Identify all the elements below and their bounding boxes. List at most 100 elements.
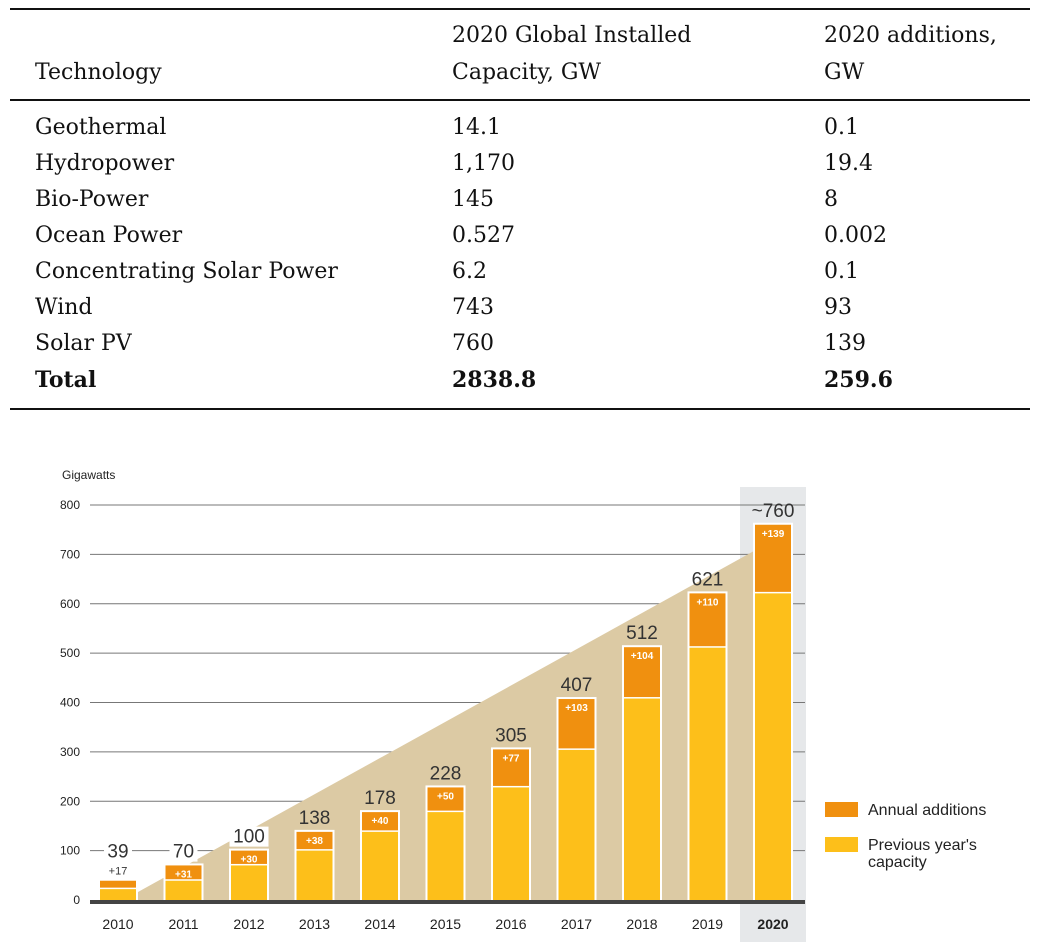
bar-previous-capacity bbox=[427, 812, 464, 900]
table-bottom-rule bbox=[10, 408, 1030, 410]
bar-previous-capacity bbox=[165, 880, 202, 900]
x-tick-label: 2015 bbox=[430, 916, 461, 932]
addition-label: +50 bbox=[437, 791, 454, 802]
total-cell: 259.6 bbox=[824, 367, 893, 393]
bar-annual-addition bbox=[493, 749, 529, 786]
table-cell: 139 bbox=[824, 331, 866, 356]
bar-annual-addition bbox=[427, 787, 464, 811]
bar-annual-addition bbox=[689, 593, 726, 647]
bar-annual-addition bbox=[624, 647, 660, 698]
y-tick-label: 100 bbox=[60, 844, 80, 858]
addition-label: +38 bbox=[306, 836, 323, 847]
legend-label-previous-line2: capacity bbox=[868, 854, 927, 871]
total-label: 407 bbox=[561, 675, 593, 696]
total-label: 138 bbox=[299, 808, 331, 829]
table-header-rule bbox=[10, 99, 1030, 101]
y-tick-label: 800 bbox=[60, 498, 80, 512]
bar-annual-addition bbox=[231, 850, 267, 864]
y-tick-label: 300 bbox=[60, 745, 80, 759]
y-axis-label: Gigawatts bbox=[62, 468, 115, 482]
bar-annual-addition bbox=[558, 699, 595, 749]
bar-previous-capacity bbox=[755, 593, 791, 900]
label-background bbox=[169, 841, 198, 862]
bar-previous-capacity bbox=[362, 831, 398, 900]
header-installed-line2: Capacity, GW bbox=[452, 60, 602, 85]
addition-label: +17 bbox=[109, 866, 128, 878]
header-additions-line1: 2020 additions, bbox=[824, 23, 997, 48]
bar-annual-addition bbox=[100, 880, 136, 888]
header-technology: Technology bbox=[35, 60, 162, 85]
table-cell: 145 bbox=[452, 187, 494, 212]
label-background bbox=[104, 841, 132, 862]
table-cell: 14.1 bbox=[452, 115, 501, 140]
y-tick-label: 400 bbox=[60, 696, 80, 710]
table-cell: 743 bbox=[452, 295, 494, 320]
total-label: ~760 bbox=[752, 501, 795, 522]
total-label: 178 bbox=[364, 788, 396, 809]
y-tick-label: 200 bbox=[60, 794, 80, 808]
bar-previous-capacity bbox=[100, 889, 136, 900]
addition-label: +77 bbox=[503, 753, 520, 764]
y-tick-label: 600 bbox=[60, 597, 80, 611]
total-label: 70 bbox=[173, 842, 194, 863]
x-tick-label: 2014 bbox=[364, 916, 395, 932]
legend-swatch-additions bbox=[825, 802, 858, 817]
table-cell: 8 bbox=[824, 187, 838, 212]
x-tick-label: 2011 bbox=[168, 916, 198, 932]
total-label: 621 bbox=[692, 569, 724, 590]
solar-pv-capacity-chart: 0 100 200 300 400 500 600 700 800 Gigawatts +17 39 2… bbox=[60, 468, 986, 942]
total-label: 100 bbox=[233, 827, 265, 848]
addition-label: +104 bbox=[631, 651, 654, 662]
x-tick-label: 2019 bbox=[692, 916, 723, 932]
table-cell: Wind bbox=[35, 295, 93, 320]
addition-label: +30 bbox=[241, 855, 258, 866]
addition-label: +103 bbox=[565, 703, 588, 714]
bar-annual-addition bbox=[362, 812, 398, 831]
x-tick-label: 2010 bbox=[102, 916, 133, 932]
x-tick-label: 2018 bbox=[626, 916, 657, 932]
x-tick-label: 2012 bbox=[233, 916, 264, 932]
table-cell: Solar PV bbox=[35, 331, 132, 356]
x-axis-line bbox=[90, 900, 805, 904]
table-cell: Ocean Power bbox=[35, 223, 183, 248]
legend-swatch-previous bbox=[825, 837, 858, 852]
table-cell: 0.1 bbox=[824, 259, 859, 284]
addition-label: +40 bbox=[372, 816, 389, 827]
x-tick-label: 2020 bbox=[757, 916, 788, 932]
header-additions-line2: GW bbox=[824, 60, 865, 85]
table-cell: Bio-Power bbox=[35, 187, 149, 212]
x-tick-label: 2016 bbox=[495, 916, 526, 932]
y-tick-label: 0 bbox=[73, 893, 80, 907]
total-label: 305 bbox=[495, 725, 527, 746]
label-background bbox=[229, 826, 269, 847]
total-label: 512 bbox=[626, 623, 658, 644]
y-tick-label: 700 bbox=[60, 547, 80, 561]
table-cell: 1,170 bbox=[452, 151, 515, 176]
bar-previous-capacity bbox=[558, 749, 595, 900]
table-cell: Geothermal bbox=[35, 115, 167, 140]
addition-label: +110 bbox=[697, 597, 719, 608]
table-cell: 6.2 bbox=[452, 259, 487, 284]
table-cell: 0.527 bbox=[452, 223, 515, 248]
header-installed-line1: 2020 Global Installed bbox=[452, 23, 692, 48]
addition-label: +31 bbox=[175, 869, 192, 880]
bar-annual-addition bbox=[755, 524, 791, 592]
total-cell: Total bbox=[35, 367, 97, 393]
x-tick-label: 2017 bbox=[561, 916, 592, 932]
legend-label-additions: Annual additions bbox=[868, 802, 986, 819]
bar-previous-capacity bbox=[231, 865, 267, 900]
table-cell: Concentrating Solar Power bbox=[35, 259, 338, 284]
table-cell: 19.4 bbox=[824, 151, 873, 176]
y-tick-label: 500 bbox=[60, 646, 80, 660]
legend-label-previous: Previous year's bbox=[868, 837, 977, 854]
bar-annual-addition bbox=[165, 865, 202, 880]
table-top-rule bbox=[10, 8, 1030, 10]
table-cell: 0.1 bbox=[824, 115, 859, 140]
bar-previous-capacity bbox=[296, 850, 333, 900]
trend-area bbox=[136, 550, 755, 900]
bar-previous-capacity bbox=[493, 787, 529, 900]
addition-label: +139 bbox=[762, 529, 785, 540]
table-cell: 760 bbox=[452, 331, 494, 356]
table-cell: 0.002 bbox=[824, 223, 887, 248]
x-tick-label: 2013 bbox=[299, 916, 330, 932]
